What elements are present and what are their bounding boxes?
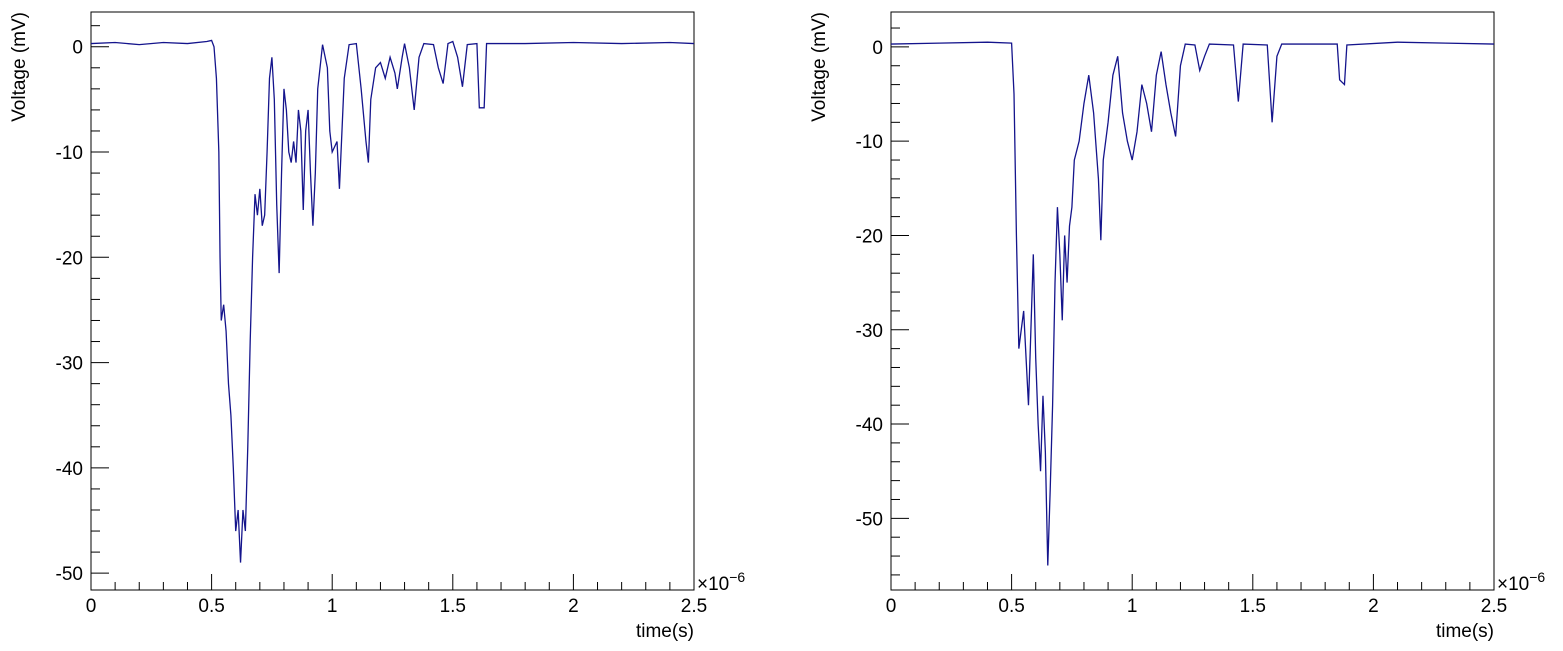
x-tick-label: 0.5: [198, 596, 224, 617]
plot-frame: [90, 11, 695, 591]
waveform-line: [90, 39, 695, 563]
x-tick-label: 0: [86, 596, 97, 617]
y-tick-label: -10: [856, 132, 883, 153]
x-tick-label: 1.5: [1240, 596, 1266, 617]
x-exponent-power: −6: [1529, 569, 1545, 585]
y-tick-label: -20: [56, 248, 83, 269]
plot-frame: [890, 11, 1495, 591]
y-axis-title: Voltage (mV): [9, 12, 30, 122]
y-tick-label: -20: [856, 226, 883, 247]
x-tick-label: 2: [1368, 596, 1379, 617]
chart-panel: 0 0.5 1 1.5 2 2.5 0 -10 -20 -30 -40 -50 ×10−6 time(s)…: [9, 11, 745, 642]
y-tick-label: -40: [856, 415, 883, 436]
x-tick-label: 0: [886, 596, 897, 617]
y-tick-label: -50: [56, 564, 83, 585]
x-axis-title: time(s): [1436, 621, 1494, 642]
x-axis-title: time(s): [636, 621, 694, 642]
y-tick-label: -50: [856, 509, 883, 530]
x-exponent-base: ×10: [1497, 574, 1529, 595]
waveform-line: [890, 41, 1495, 566]
x-tick-label: 1.5: [440, 596, 466, 617]
x-tick-label: 2.5: [681, 596, 707, 617]
x-exponent-power: −6: [729, 569, 745, 585]
x-tick-label: 2: [568, 596, 579, 617]
y-tick-label: -30: [56, 354, 83, 375]
y-tick-label: -10: [56, 143, 83, 164]
y-tick-label: 0: [872, 38, 883, 59]
x-exponent: ×10−6: [1497, 569, 1545, 595]
x-exponent: ×10−6: [697, 569, 745, 595]
y-tick-label: 0: [72, 38, 83, 59]
x-tick-label: 0.5: [998, 596, 1024, 617]
x-tick-label: 1: [1127, 596, 1138, 617]
chart-panel: 0 0.5 1 1.5 2 2.5 0 -10 -20 -30 -40 -50 ×10−6 time(s)…: [809, 11, 1545, 642]
x-tick-label: 2.5: [1481, 596, 1507, 617]
y-axis-title: Voltage (mV): [809, 12, 830, 122]
x-tick-label: 1: [327, 596, 338, 617]
y-tick-label: -40: [56, 459, 83, 480]
x-exponent-base: ×10: [697, 574, 729, 595]
y-tick-label: -30: [856, 321, 883, 342]
